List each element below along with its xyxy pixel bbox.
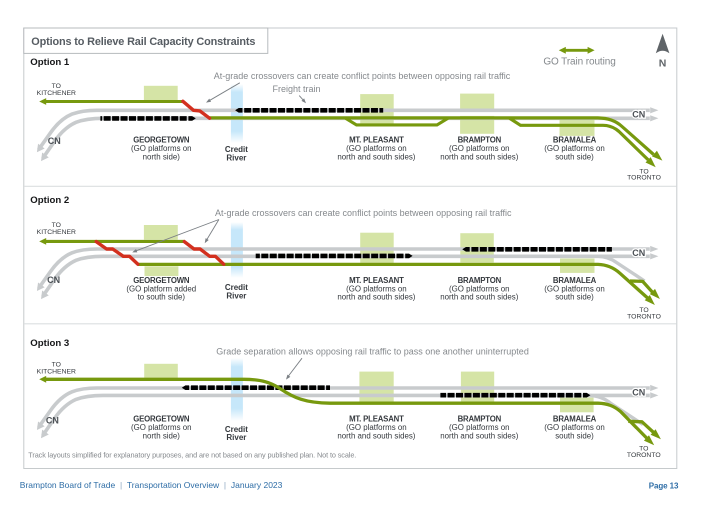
svg-text:BRAMPTON: BRAMPTON xyxy=(458,415,502,424)
svg-text:CN: CN xyxy=(632,110,645,120)
svg-text:(GO platforms on: (GO platforms on xyxy=(449,284,510,293)
svg-text:GEORGETOWN: GEORGETOWN xyxy=(133,276,190,285)
svg-text:Credit: Credit xyxy=(225,425,248,434)
svg-text:BRAMALEA: BRAMALEA xyxy=(553,276,597,285)
svg-text:CN: CN xyxy=(47,275,60,285)
svg-text:River: River xyxy=(226,153,246,162)
svg-text:north and south sides): north and south sides) xyxy=(337,431,415,440)
svg-text:CN: CN xyxy=(632,387,645,397)
svg-text:north and south sides): north and south sides) xyxy=(337,293,415,302)
svg-text:north side): north side) xyxy=(143,152,181,161)
svg-text:south side): south side) xyxy=(555,431,594,440)
svg-text:N: N xyxy=(659,57,667,69)
svg-text:BRAMPTON: BRAMPTON xyxy=(458,276,502,285)
svg-text:Freight train: Freight train xyxy=(272,84,320,94)
svg-text:TO: TO xyxy=(52,222,61,229)
svg-text:KITCHENER: KITCHENER xyxy=(37,369,76,376)
svg-text:At-grade crossovers can create: At-grade crossovers can create conflict … xyxy=(215,208,512,218)
svg-text:BRAMALEA: BRAMALEA xyxy=(553,136,597,145)
svg-text:BRAMALEA: BRAMALEA xyxy=(553,415,597,424)
svg-text:MT. PLEASANT: MT. PLEASANT xyxy=(349,415,404,424)
svg-text:north side): north side) xyxy=(143,431,181,440)
svg-text:TORONTO: TORONTO xyxy=(627,452,661,459)
svg-text:(GO platform added: (GO platform added xyxy=(126,284,196,293)
svg-text:GEORGETOWN: GEORGETOWN xyxy=(133,415,190,424)
svg-text:KITCHENER: KITCHENER xyxy=(37,229,76,236)
svg-text:TORONTO: TORONTO xyxy=(627,313,661,320)
svg-text:GO Train routing: GO Train routing xyxy=(543,56,615,67)
svg-text:At-grade crossovers can create: At-grade crossovers can create conflict … xyxy=(214,71,511,81)
svg-text:GEORGETOWN: GEORGETOWN xyxy=(133,136,190,145)
svg-text:(GO platforms on: (GO platforms on xyxy=(346,423,407,432)
svg-text:Option 3: Option 3 xyxy=(30,338,69,349)
svg-text:(GO platforms on: (GO platforms on xyxy=(346,284,407,293)
svg-text:(GO platforms on: (GO platforms on xyxy=(449,144,510,153)
svg-text:north and south sides): north and south sides) xyxy=(337,152,415,161)
svg-text:TORONTO: TORONTO xyxy=(627,175,661,182)
svg-text:(GO platforms on: (GO platforms on xyxy=(544,144,605,153)
svg-text:(GO platforms on: (GO platforms on xyxy=(449,423,510,432)
svg-text:TO: TO xyxy=(639,307,648,314)
svg-text:BRAMPTON: BRAMPTON xyxy=(458,136,502,145)
svg-text:(GO platforms on: (GO platforms on xyxy=(544,423,605,432)
svg-text:Track layouts simplified for e: Track layouts simplified for explanatory… xyxy=(28,451,356,460)
svg-text:Credit: Credit xyxy=(225,145,248,154)
svg-text:south side): south side) xyxy=(555,293,594,302)
svg-text:TO: TO xyxy=(639,168,648,175)
svg-text:to south side): to south side) xyxy=(138,293,186,302)
svg-text:Page 13: Page 13 xyxy=(649,482,679,491)
svg-text:MT. PLEASANT: MT. PLEASANT xyxy=(349,136,404,145)
svg-text:KITCHENER: KITCHENER xyxy=(37,90,76,97)
svg-text:TO: TO xyxy=(639,446,648,453)
svg-text:(GO platforms on: (GO platforms on xyxy=(131,423,192,432)
svg-text:Brampton Board of Trade | Tr: Brampton Board of Trade | Transportation… xyxy=(20,480,283,490)
svg-text:north and south sides): north and south sides) xyxy=(440,431,518,440)
svg-text:(GO platforms on: (GO platforms on xyxy=(544,284,605,293)
svg-text:River: River xyxy=(226,291,246,300)
svg-text:Credit: Credit xyxy=(225,283,248,292)
svg-text:CN: CN xyxy=(632,248,645,258)
svg-text:Option 1: Option 1 xyxy=(30,57,70,68)
svg-text:Grade separation allows opposi: Grade separation allows opposing rail tr… xyxy=(216,347,529,357)
svg-text:south side): south side) xyxy=(555,152,594,161)
svg-text:CN: CN xyxy=(46,416,59,426)
svg-text:north and south sides): north and south sides) xyxy=(440,293,518,302)
svg-text:Option 2: Option 2 xyxy=(30,195,69,206)
svg-text:MT. PLEASANT: MT. PLEASANT xyxy=(349,276,404,285)
svg-text:Options to Relieve Rail Capaci: Options to Relieve Rail Capacity Constra… xyxy=(31,36,255,48)
svg-text:north and south sides): north and south sides) xyxy=(440,152,518,161)
svg-text:River: River xyxy=(226,433,246,442)
svg-text:CN: CN xyxy=(48,136,61,146)
svg-text:TO: TO xyxy=(52,83,61,90)
svg-text:TO: TO xyxy=(52,362,61,369)
svg-text:(GO platforms on: (GO platforms on xyxy=(346,144,407,153)
svg-text:(GO platforms on: (GO platforms on xyxy=(131,144,192,153)
